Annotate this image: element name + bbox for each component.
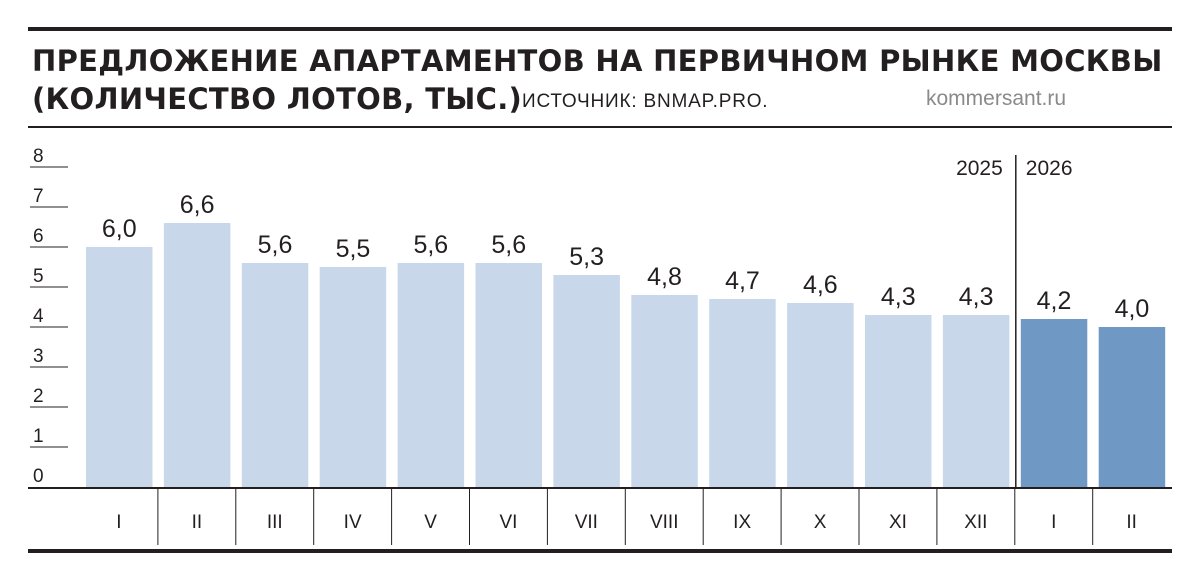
bar: [942, 315, 1010, 487]
category-label: IX: [733, 512, 751, 533]
bar: [475, 263, 542, 487]
value-label: 5,6: [258, 231, 293, 259]
value-label: 4,6: [803, 271, 838, 299]
bar: [319, 267, 387, 487]
bar: [709, 299, 776, 487]
value-label: 6,6: [180, 191, 215, 219]
year-label-2025: 2025: [956, 157, 1003, 180]
bottom-rule: [28, 549, 1172, 553]
bar: [241, 263, 309, 487]
y-tick-label: 5: [33, 266, 44, 287]
value-label: 4,0: [1115, 295, 1150, 323]
y-tick-label: 1: [33, 426, 44, 447]
bar: [397, 263, 465, 487]
value-label: 6,0: [102, 215, 137, 243]
category-label: VI: [499, 512, 517, 533]
header-rule: [28, 126, 1172, 128]
category-label: V: [424, 512, 437, 533]
bar: [865, 315, 932, 487]
value-label: 4,7: [725, 267, 760, 295]
category-label: VII: [575, 512, 598, 533]
value-label: 5,3: [569, 243, 604, 271]
y-tick-label: 4: [33, 306, 44, 327]
bar: [631, 295, 698, 487]
site-credit: kommersant.ru: [926, 87, 1067, 110]
y-tick-label: 8: [33, 146, 44, 167]
value-label: 5,6: [413, 231, 448, 259]
value-label: 5,5: [336, 235, 371, 263]
value-label: 4,8: [647, 263, 682, 291]
category-label: I: [116, 512, 121, 533]
top-rule: [28, 27, 1172, 31]
category-label: III: [267, 512, 283, 533]
source-note: ИСТОЧНИК: BNMAP.PRO.: [522, 91, 769, 112]
value-label: 4,3: [881, 283, 916, 311]
bar: [163, 223, 231, 487]
category-label: II: [1126, 512, 1137, 533]
category-label: XI: [889, 512, 907, 533]
category-label: VIII: [650, 512, 679, 533]
bar: [86, 247, 153, 487]
y-tick-label: 6: [33, 226, 44, 247]
value-label: 4,3: [959, 283, 994, 311]
y-tick-label: 3: [33, 346, 44, 367]
chart-title-line1: ПРЕДЛОЖЕНИЕ АПАРТАМЕНТОВ НА ПЕРВИЧНОМ РЫ…: [32, 44, 1163, 78]
bar: [553, 275, 620, 487]
y-tick-label: 0: [33, 466, 44, 487]
y-tick-label: 2: [33, 386, 44, 407]
y-tick-label: 7: [33, 186, 44, 207]
category-label: XII: [964, 512, 987, 533]
chart-title-line2: (КОЛИЧЕСТВО ЛОТОВ, ТЫС.): [32, 82, 523, 116]
category-label: IV: [344, 512, 362, 533]
category-label: II: [192, 512, 203, 533]
year-label-2026: 2026: [1026, 157, 1073, 180]
value-label: 5,6: [491, 231, 526, 259]
bar: [1098, 327, 1166, 487]
category-label: X: [814, 512, 827, 533]
bar: [1020, 319, 1088, 487]
category-label: I: [1051, 512, 1056, 533]
value-label: 4,2: [1037, 287, 1072, 315]
bar: [787, 303, 854, 487]
